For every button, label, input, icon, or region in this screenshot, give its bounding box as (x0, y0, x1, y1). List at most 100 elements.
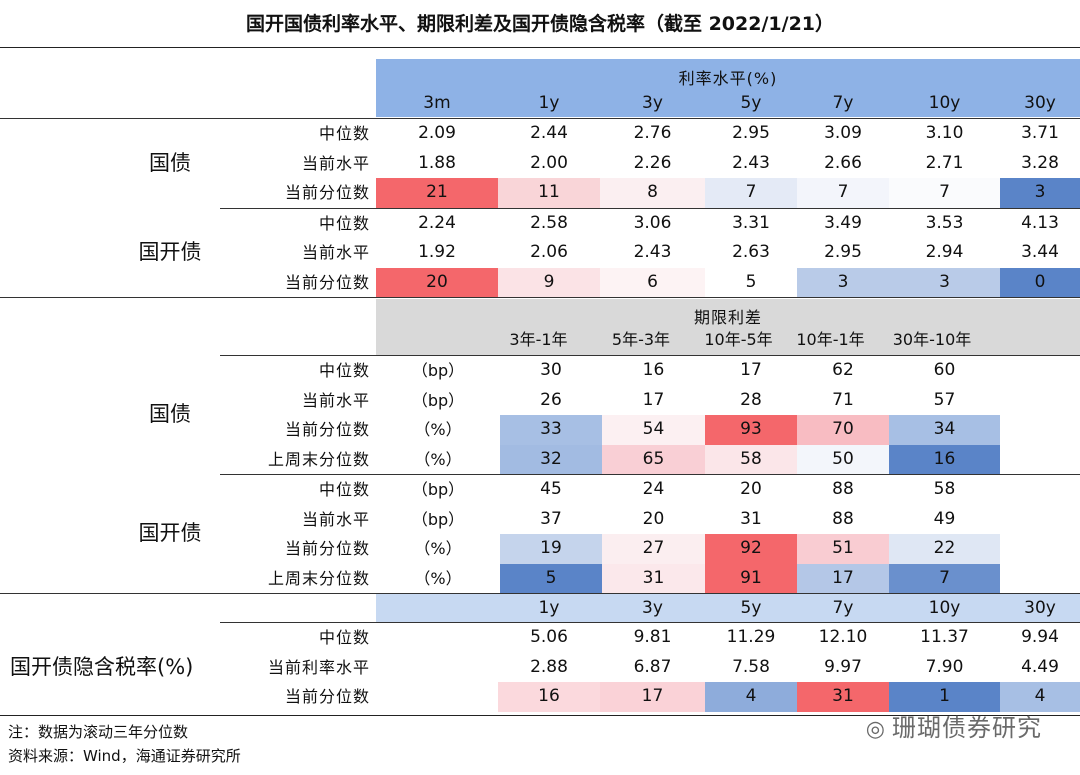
watermark-text: 珊瑚债券研究 (892, 714, 1042, 742)
table-cell: 2.63 (732, 242, 770, 262)
table-cell: 2.88 (530, 656, 568, 677)
rate-tenor-header: 3y (642, 93, 663, 113)
table-cell: 26 (540, 389, 562, 410)
table-cell: 45 (540, 479, 562, 499)
table-cell: 27 (602, 534, 705, 564)
rate-header-title: 利率水平(%) (678, 69, 778, 88)
watermark: ◎ 珊瑚债券研究 (866, 708, 1042, 743)
group-label: 国开债 (138, 521, 202, 546)
wechat-icon: ◎ (865, 717, 886, 742)
table-cell: 2.09 (418, 123, 456, 143)
table-cell: 31 (797, 682, 889, 712)
table-cell: 21 (376, 178, 498, 208)
row-label: 中位数 (318, 480, 370, 499)
table-cell: 4.49 (1021, 656, 1059, 677)
table-cell: 31 (602, 563, 705, 593)
row-unit: （%） (414, 449, 462, 469)
table-cell: 20 (740, 479, 762, 499)
table-cell: 58 (933, 479, 956, 499)
table-cell: 17 (797, 563, 889, 593)
table-cell: 51 (797, 534, 889, 564)
row-unit: （%） (414, 420, 462, 439)
table-cell: 1.92 (418, 242, 456, 262)
row-label: 当前水平 (301, 509, 370, 529)
table-cell: 11.37 (920, 627, 969, 647)
row-unit: （bp） (411, 509, 465, 529)
rate-tenor-header: 10y (928, 93, 961, 113)
row-unit: （bp） (411, 480, 465, 499)
table-cell: 2.66 (824, 152, 862, 173)
table-cell: 2.43 (633, 242, 672, 262)
table-cell: 17 (642, 389, 665, 410)
table-cell: 93 (705, 415, 797, 445)
table-cell: 9.97 (824, 656, 862, 677)
table-cell: 22 (889, 534, 1000, 564)
table-cell: 16 (498, 682, 600, 712)
table-cell: 2.24 (418, 212, 456, 233)
table-cell: 32 (500, 444, 602, 474)
group-label: 国开债隐含税率(%) (10, 654, 194, 679)
rate-tenor-header: 7y (832, 93, 854, 113)
row-label: 当前分位数 (284, 420, 370, 439)
row-label: 中位数 (318, 361, 370, 380)
table-cell: 2.76 (633, 123, 672, 143)
table-cell: 4 (1000, 682, 1080, 712)
spread-tenor-header: 30年-10年 (892, 330, 972, 349)
table-cell: 1 (889, 682, 1000, 712)
rate-tenor-header: 30y (1024, 93, 1056, 113)
row-label: 当前水平 (301, 390, 370, 410)
rate-tenor-header: 1y (538, 93, 560, 113)
table-cell: 2.58 (530, 212, 568, 233)
table-cell: 3.28 (1021, 152, 1059, 173)
table-cell: 12.10 (818, 627, 868, 647)
rate-header-band (376, 59, 1080, 117)
table-cell: 2.44 (530, 123, 568, 143)
table-cell: 11 (498, 178, 600, 208)
row-divider (0, 593, 1080, 594)
table-cell: 6 (600, 267, 705, 297)
table-cell: 3.06 (633, 212, 672, 233)
table-cell: 4 (705, 682, 797, 712)
row-unit: （%） (414, 539, 462, 558)
spread-header-band (376, 299, 1080, 355)
table-cell: 9 (498, 267, 600, 297)
table-cell: 65 (602, 444, 705, 474)
table-cell: 7.90 (925, 656, 964, 677)
table-cell: 20 (376, 267, 498, 297)
table-cell: 5.06 (530, 627, 568, 647)
table-cell: 2.94 (925, 242, 964, 262)
table-cell: 0 (1000, 267, 1080, 297)
table-cell: 3.53 (925, 212, 964, 233)
table-cell: 19 (500, 534, 602, 564)
row-label: 当前分位数 (284, 687, 370, 706)
row-divider (220, 207, 1080, 209)
row-unit: （bp） (411, 361, 465, 380)
table-cell: 62 (832, 360, 854, 380)
tax-tenor-header: 30y (1024, 598, 1056, 618)
table-cell: 17 (600, 682, 705, 712)
table-cell: 3 (1000, 178, 1080, 208)
table-cell: 16 (642, 360, 665, 380)
table-cell: 11.29 (726, 627, 776, 647)
table-cell: 2.26 (633, 152, 672, 173)
table-cell: 2.95 (824, 242, 862, 262)
row-label: 上周末分位数 (267, 568, 370, 588)
table-cell: 4.13 (1021, 212, 1059, 233)
table-cell: 91 (705, 563, 797, 593)
tax-tenor-header: 1y (538, 598, 560, 618)
group-label: 国债 (149, 402, 191, 427)
table-cell: 7 (889, 563, 1000, 593)
row-divider (0, 297, 1080, 298)
table-cell: 2.06 (530, 242, 568, 262)
row-label: 当前水平 (301, 243, 370, 262)
table-cell: 2.43 (732, 152, 770, 173)
footnote-source: 资料来源：Wind，海通证券研究所 (8, 747, 241, 765)
table-cell: 88 (832, 508, 854, 529)
table-cell: 57 (933, 389, 956, 410)
table-cell: 54 (602, 415, 705, 445)
row-label: 当前分位数 (284, 539, 370, 558)
table-cell: 24 (642, 479, 665, 499)
table-cell: 70 (797, 415, 889, 445)
tax-header-band (376, 594, 1080, 622)
table-cell: 28 (740, 389, 762, 410)
